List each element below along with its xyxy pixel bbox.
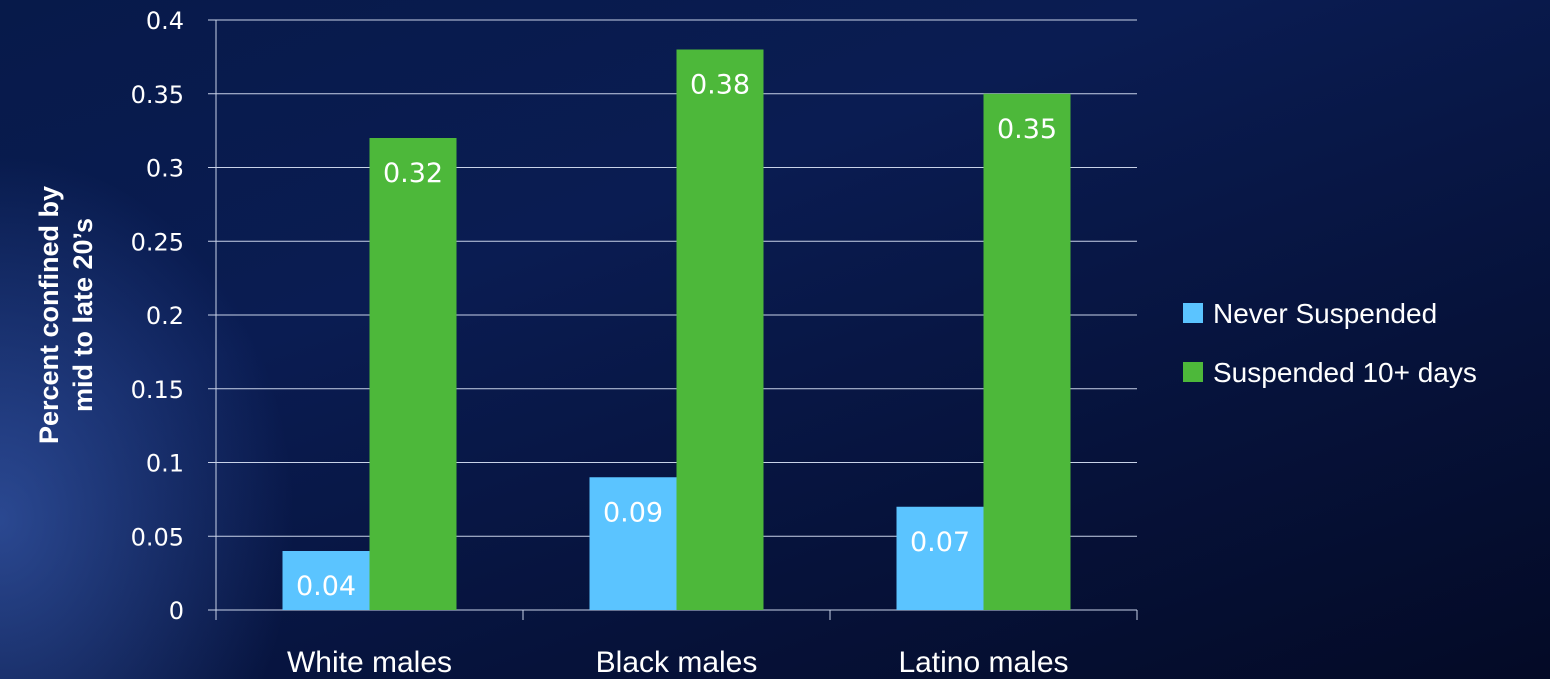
bar-suspended-0 [369,138,457,610]
legend-swatch-never-suspended [1183,303,1203,323]
y-tick-label: 0.3 [146,155,184,183]
y-tick-label: 0 [169,597,184,625]
y-tick-label: 0.1 [146,450,184,478]
bar-suspended-2 [983,93,1071,610]
y-axis-title: Percent confined by mid to late 20’s [34,186,98,444]
y-axis-title-line-1: Percent confined by [34,186,64,444]
y-tick-label: 0.15 [131,376,184,404]
bar-never-suspended-0 [282,551,370,610]
data-labels: 0.04 0.32 0.09 0.38 0.07 0.35 [296,70,1057,603]
legend: Never Suspended Suspended 10+ days [1183,298,1477,388]
y-axis-title-line-2: mid to late 20’s [68,218,98,412]
y-tick-label: 0.2 [146,302,184,330]
data-label: 0.07 [910,527,970,558]
y-tick-label: 0.4 [146,7,184,35]
legend-label-suspended: Suspended 10+ days [1213,357,1477,388]
data-label: 0.35 [997,114,1057,145]
legend-label-never-suspended: Never Suspended [1213,298,1437,329]
data-label: 0.38 [690,70,750,101]
y-tick-label: 0.35 [131,81,184,109]
data-label: 0.09 [603,497,663,528]
data-label: 0.04 [296,571,356,602]
bar-never-suspended-2 [896,506,984,610]
y-tick-label: 0.25 [131,228,184,256]
data-label: 0.32 [383,158,443,189]
x-category-label: Black males [596,646,758,679]
x-category-label: White males [287,646,452,679]
bars [282,49,1071,610]
x-category-label: Latino males [898,646,1068,679]
bar-never-suspended-1 [589,477,677,610]
legend-swatch-suspended [1183,362,1203,382]
axes: 0 0.05 0.1 0.15 0.2 0.25 0.3 0.35 0.4 White males… [131,7,1138,679]
bar-suspended-1 [676,49,764,610]
gridlines [208,19,1137,611]
y-tick-label: 0.05 [131,523,184,551]
